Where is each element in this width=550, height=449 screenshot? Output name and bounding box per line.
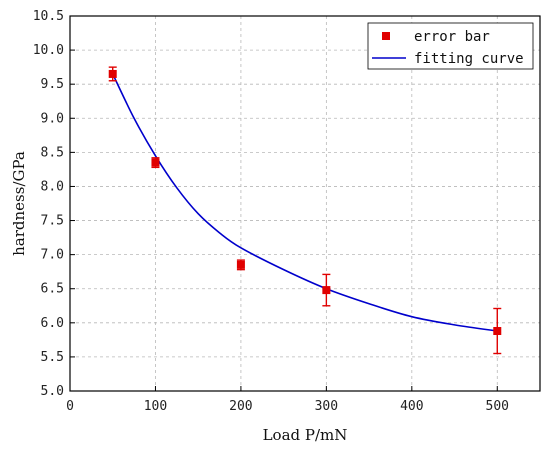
y-tick-label: 7.0 xyxy=(41,248,64,263)
x-tick-label: 100 xyxy=(144,399,167,414)
data-points-layer xyxy=(108,66,502,355)
axis-ticks: 0 100 200 300 400 500 5.0 5.5 6.0 6.5 7.0 7.5 8.0 8.5… xyxy=(33,9,509,414)
y-tick-label: 8.0 xyxy=(41,179,64,194)
y-tick-label: 7.5 xyxy=(41,214,64,229)
x-tick-label: 300 xyxy=(315,399,338,414)
gridlines xyxy=(70,16,540,391)
y-tick-label: 8.5 xyxy=(41,145,64,160)
x-tick-label: 0 xyxy=(66,399,74,414)
legend-label-fitting-curve: fitting curve xyxy=(414,51,524,67)
fitting-curve-line xyxy=(112,73,498,332)
data-point xyxy=(322,286,331,295)
y-tick-label: 10.5 xyxy=(33,9,64,24)
legend-box xyxy=(367,22,534,70)
y-tick-label: 9.0 xyxy=(41,111,64,126)
legend-label-error-bar: error bar xyxy=(414,29,490,45)
y-tick-label: 6.5 xyxy=(41,282,64,297)
y-tick-label: 10.0 xyxy=(33,43,64,58)
data-point xyxy=(151,158,160,167)
y-axis-label: hardness/GPa xyxy=(10,151,28,256)
data-point xyxy=(236,260,245,269)
y-tick-label: 5.5 xyxy=(41,350,64,365)
legend-marker-error-bar xyxy=(382,32,390,40)
y-tick-label: 6.0 xyxy=(41,316,64,331)
plot-frame xyxy=(69,15,541,392)
data-point xyxy=(493,327,502,335)
x-tick-label: 400 xyxy=(400,399,423,414)
x-tick-label: 500 xyxy=(486,399,509,414)
data-point xyxy=(108,69,117,78)
legend: error bar fitting curve xyxy=(367,22,534,70)
x-axis-label: Load P/mN xyxy=(263,426,348,444)
x-tick-label: 200 xyxy=(229,399,252,414)
y-tick-label: 9.5 xyxy=(41,77,64,92)
y-tick-label: 5.0 xyxy=(41,384,64,399)
fitting-curve-layer xyxy=(112,73,498,332)
